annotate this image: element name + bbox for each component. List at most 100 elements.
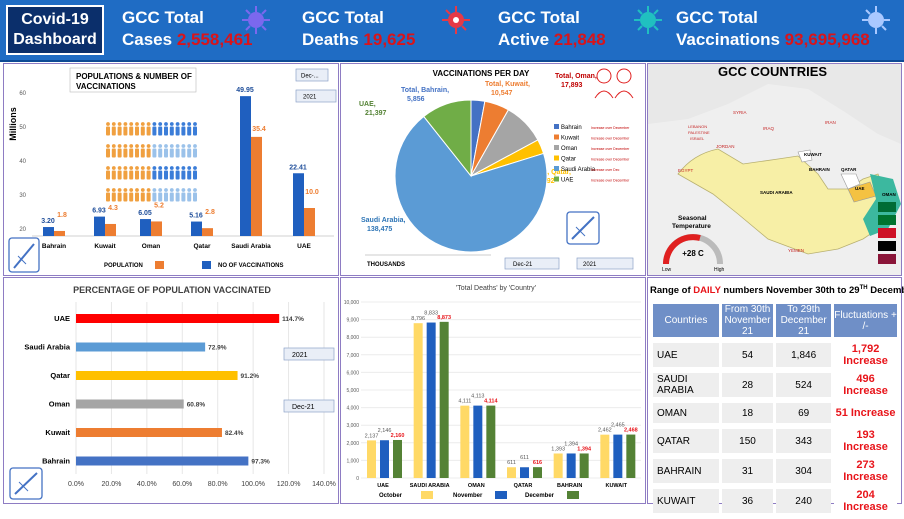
person-icon [187,188,192,192]
legend-swatch-november [495,491,507,499]
category-label: Saudi Arabia [24,343,70,352]
data-label: 2,468 [624,428,638,434]
y-tick-label: 8,000 [346,335,359,341]
person-icon [152,188,157,192]
data-label: 60.8% [187,402,206,409]
category-label: UAE [54,314,70,323]
category-label: SAUDI ARABIA [410,483,450,489]
year-filter-chip[interactable] [576,257,634,270]
data-label-population: 5.2 [154,202,164,209]
cell-country: UAE [653,343,719,368]
person-icon [140,170,145,180]
kpi-label: Cases [122,30,173,49]
cell-from: 18 [721,403,774,424]
title-line2: Dashboard [13,31,97,48]
person-icon [158,144,163,148]
y-tick-label: 3,000 [346,423,359,429]
date-filter-text: Dec-21 [292,404,315,411]
data-label: 2,137 [365,433,379,439]
vaccinations-per-day-panel: VACCINATIONS PER DAY Total, Bahrain, 5,85… [340,63,646,276]
svg-text:30: 30 [19,193,26,199]
grid: 0.0% 20.0% 40.0% 60.0% 80.0% 100.0% 120.0% 140.… [68,302,336,488]
kpi-label: GCC Total [302,8,384,27]
x-tick-label: 0.0% [68,481,84,488]
year-filter-chip[interactable] [283,347,335,361]
slice-label: Saudi Arabia, [361,217,406,224]
person-icon [181,122,186,126]
date-filter-chip[interactable] [295,68,329,82]
data-label: 114.7% [282,316,304,323]
person-icon [146,188,151,192]
data-label: 2,465 [611,423,625,429]
map-label-yemen: YEMEN [788,248,804,253]
bar [76,456,249,466]
legend-swatch [554,176,559,182]
category-label: Saudi Arabia [231,243,271,250]
person-icon [106,170,110,180]
map-label-syria: SYRIA [733,110,747,115]
map-label-saudi: SAUDI ARABIA [760,190,793,195]
person-icon [169,166,174,170]
category-label: Kuwait [45,428,70,437]
y-tick-label: 4,000 [346,406,359,412]
bar-november [613,434,623,478]
chart-title: 'Total Deaths' by 'Country' [456,285,536,292]
date-filter-chip[interactable] [283,399,335,413]
person-icon [146,148,151,158]
data-label: 4,114 [484,399,498,405]
kpi-value: 19,625 [363,30,416,49]
kpi-label: Deaths [302,30,359,49]
flag-qatar-icon [878,254,896,264]
slice-label: Total, Oman, [555,73,597,80]
person-icon [193,170,197,180]
category-label: Kuwait [94,243,116,250]
person-icon [175,166,180,170]
kpi-label: Active [498,30,550,49]
person-icon [158,166,163,170]
person-icon [181,166,186,170]
person-icon [169,170,174,180]
person-icon [135,126,139,136]
syringe-icon [8,237,40,273]
bar [76,371,238,380]
person-icon [106,122,110,126]
total-deaths-chart: 'Total Deaths' by 'Country' 0 1,000 2,000 3… [344,285,641,499]
legend-label: UAE [561,178,573,184]
cell-to: 343 [776,429,832,454]
data-label: 8,873 [437,315,451,321]
y-tick-label: 6,000 [346,370,359,376]
kpi-label: GCC Total [498,8,580,27]
person-icon [175,188,180,192]
person-icon [175,144,180,148]
flag-icons [878,202,896,264]
kpi-total-cases: GCC Total Cases 2,558,461 [122,7,252,51]
map-label-egypt: EGYPT [678,168,694,173]
kpi-total-active: GCC Total Active 21,848 [498,7,606,51]
legend-note: Increase over December [591,126,630,130]
bar-population [251,136,262,236]
virus-icon [242,6,270,34]
year-filter-chip[interactable] [295,89,337,103]
x-tick-label: 80.0% [208,481,228,488]
pie-slices: Total, Bahrain, 5,856 Total, Kuwait, 10,547… [359,73,597,253]
person-icon [164,126,168,136]
category-label: Oman [49,400,71,409]
person-icon [123,188,128,192]
person-icon [193,148,197,158]
table-row: UAE 54 1,846 1,792 Increase [653,343,897,368]
percentage-vaccinated-panel: PERCENTAGE OF POPULATION VACCINATED 0.0%… [3,277,339,504]
person-icon [111,148,116,158]
x-tick-label: 120.0% [277,481,301,488]
bar-vaccinations [140,219,151,236]
bar-vaccinations [240,96,251,236]
person-icon [158,170,163,180]
bar-population [105,223,116,236]
col-header: To 29th December 21 [776,304,832,338]
map-label-bahrain: BAHRAIN [809,167,830,172]
person-icon [111,170,116,180]
date-filter-chip[interactable] [504,257,560,270]
y-tick-label: 10,000 [344,300,360,306]
category-label: UAE [297,243,311,250]
cell-to: 1,846 [776,343,832,368]
person-icon [152,126,157,136]
